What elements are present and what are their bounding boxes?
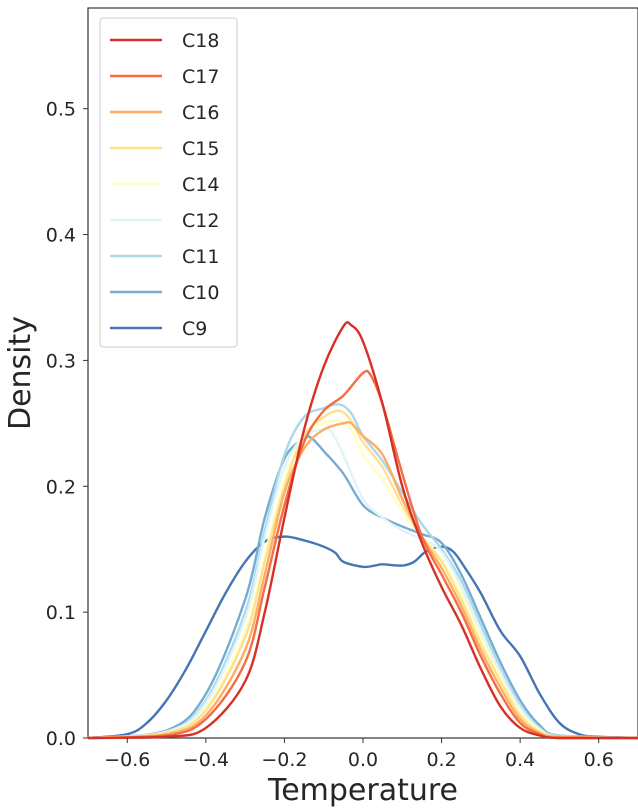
legend: C18 C17 C16 C15 C14 C12 C11 C10 C9	[99, 17, 238, 348]
x-tick-label: 0.0	[348, 749, 378, 771]
y-tick-label: 0.1	[46, 602, 76, 624]
x-tick-label: 0.2	[426, 749, 456, 771]
curve-c9	[87, 535, 638, 740]
x-tick-label: 0.4	[505, 749, 535, 771]
legend-label-c16: C16	[182, 102, 219, 124]
legend-label-c11: C11	[182, 246, 219, 268]
legend-label-c15: C15	[182, 138, 219, 160]
y-tick-label: 0.5	[46, 99, 76, 121]
legend-box	[99, 17, 238, 348]
y-axis-label: Density	[3, 316, 38, 430]
curve-c11	[87, 403, 638, 740]
x-tick-label: 0.6	[584, 749, 614, 771]
curve-c15	[87, 409, 638, 740]
x-tick-label: −0.2	[261, 749, 307, 771]
legend-label-c17: C17	[182, 66, 219, 88]
x-tick-label: −0.4	[183, 749, 229, 771]
curve-c12	[87, 427, 638, 740]
y-tick-labels: 0.0 0.1 0.2 0.3 0.4 0.5	[46, 99, 88, 750]
y-tick-label: 0.4	[46, 225, 76, 247]
legend-label-c12: C12	[182, 210, 219, 232]
x-tick-labels: −0.6 −0.4 −0.2 0.0 0.2 0.4 0.6	[104, 738, 614, 771]
curve-c14	[87, 419, 638, 740]
y-tick-label: 0.2	[46, 476, 76, 498]
x-tick-label: −0.6	[104, 749, 150, 771]
curve-c17	[87, 369, 638, 740]
curve-c16	[87, 420, 638, 740]
legend-label-c9: C9	[182, 318, 207, 340]
x-axis-label: Temperature	[267, 773, 458, 808]
curve-c10	[87, 435, 638, 740]
legend-label-c10: C10	[182, 282, 219, 304]
curves	[87, 321, 638, 740]
curve-c18	[87, 321, 638, 740]
y-tick-label: 0.3	[46, 350, 76, 372]
legend-label-c18: C18	[182, 30, 219, 52]
y-tick-label: 0.0	[46, 728, 76, 750]
legend-label-c14: C14	[182, 174, 219, 196]
